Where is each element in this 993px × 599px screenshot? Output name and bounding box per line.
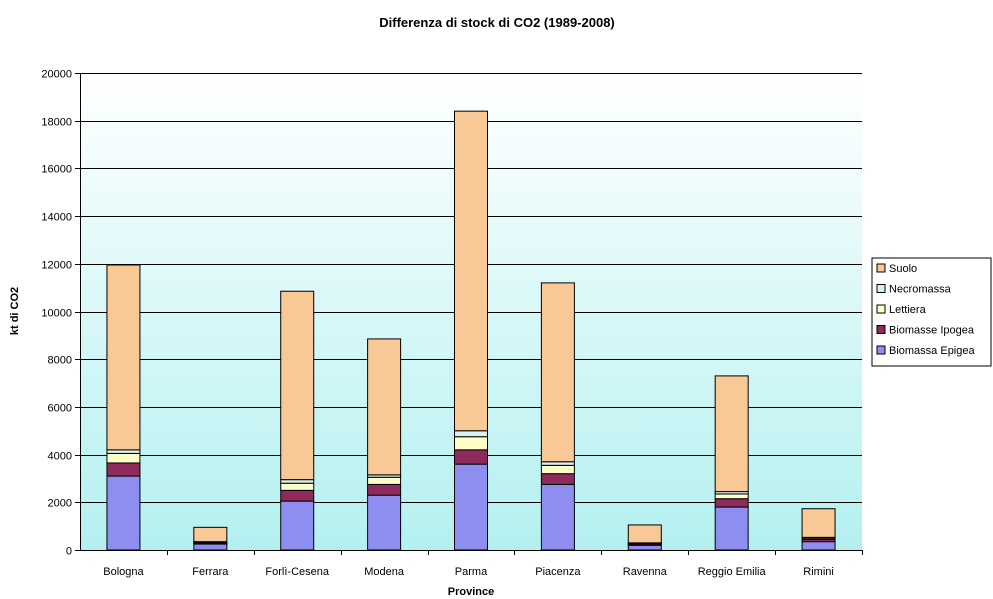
bar-segment [454,449,488,465]
x-tick-label: Forlì-Cesena [265,566,329,578]
x-axis-title: Province [448,586,494,598]
bar-segment [801,541,836,551]
bar-segment [367,338,402,476]
bar-segment [280,489,315,502]
bar-segment [714,498,749,508]
bar-segment [280,482,315,491]
x-tick-label: Modena [364,566,405,578]
bar-segment [714,375,749,493]
x-tick-label: Ferrara [192,566,229,578]
x-tick-label: Rimini [803,566,834,578]
bar-segment [714,506,749,551]
bar-segment [280,479,315,484]
y-tick-label: 12000 [41,260,72,272]
bar-segment [454,463,488,551]
legend: Suolo Necromassa Lettiera Biomasse Ipogea Bi… [871,257,992,367]
bar-segment [454,436,488,451]
y-tick-label: 2000 [48,498,72,510]
legend-swatch [876,345,886,355]
y-tick-label: 4000 [48,451,72,463]
x-tick-label: Piacenza [535,566,581,578]
y-tick-label: 6000 [48,403,72,415]
x-tick-label: Ravenna [623,566,668,578]
chart-title: Differenza di stock di CO2 (1989-2008) [379,15,615,30]
axes: 0 2000 4000 6000 8000 10000 12000 14000 16000 180… [41,69,863,578]
legend-label: Lettiera [889,304,927,316]
bar-segment [280,500,315,551]
bar-segment [193,543,228,551]
bar-segment [106,475,141,551]
bar-segment [106,264,141,451]
bar-segment [454,110,488,432]
bar-segment [454,430,488,438]
bar-segment [367,476,402,485]
bar-segment [627,524,662,544]
legend-swatch [876,304,886,314]
bar-segment [540,464,575,475]
bar-segment [367,494,402,551]
y-tick-label: 8000 [48,355,72,367]
bar-segment [540,282,575,463]
bar-segment [106,449,141,454]
bar-segment [714,493,749,500]
bar-segment [627,544,662,551]
bar-segment [540,461,575,466]
y-tick-label: 10000 [41,308,72,320]
x-tick-label: Reggio Emilia [698,566,767,578]
bar-segment [367,483,402,496]
bar-segment [280,290,315,481]
x-tick-label: Parma [455,566,488,578]
y-tick-label: 16000 [41,164,72,176]
legend-label: Biomassa Epigea [889,345,975,357]
bar-segment [540,483,575,551]
bar-segment [801,508,836,538]
x-tick-label: Bologna [103,566,144,578]
legend-swatch [876,325,886,334]
legend-label: Suolo [889,263,917,275]
legend-label: Necromassa [889,284,952,296]
y-tick-label: 14000 [41,212,72,224]
bars [106,110,836,551]
y-tick-label: 20000 [41,69,72,81]
y-axis-title: kt di CO2 [9,287,21,335]
y-tick-label: 0 [66,546,72,558]
legend-label: Biomasse Ipogea [889,325,975,337]
legend-swatch [876,263,886,273]
bar-segment [106,462,141,477]
y-tick-label: 18000 [41,117,72,129]
legend-box [871,257,992,367]
bar-segment [540,473,575,485]
bar-segment [106,452,141,464]
legend-swatch [876,284,886,293]
bar-segment [193,526,228,543]
